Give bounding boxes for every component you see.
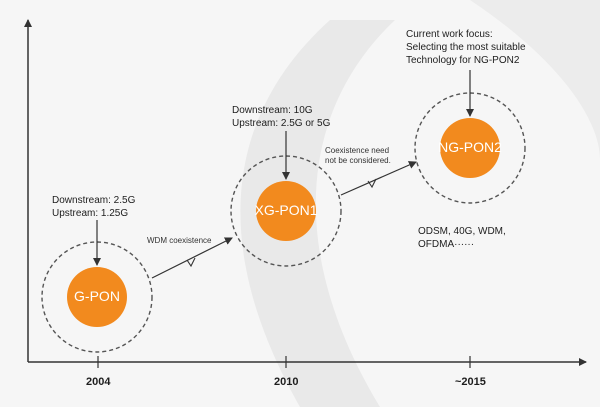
ngpon2-annotation-line: Current work focus: xyxy=(406,29,493,40)
gpon-annotation-line: Downstream: 2.5G xyxy=(52,195,136,206)
transition-label: WDM coexistence xyxy=(147,236,212,245)
ngpon2-node xyxy=(440,118,500,178)
transition-label: not be considered. xyxy=(325,156,391,165)
transition-label: Coexistence need xyxy=(325,146,390,155)
xgpon1-label: XG-PON1 xyxy=(254,202,318,218)
background-swoosh xyxy=(240,20,395,407)
ngpon2-annotation-line: Selecting the most suitable xyxy=(406,42,526,53)
xgpon1-annotation-line: Downstream: 10G xyxy=(232,105,313,116)
xgpon1-ring xyxy=(230,155,342,267)
background-swoosh xyxy=(470,0,600,160)
gpon-node xyxy=(67,267,127,327)
transition-arrow-gpon-xgpon1 xyxy=(151,237,233,279)
ngpon2-annotation-line: Technology for NG-PON2 xyxy=(406,55,520,66)
ngpon2-note-line: ODSM, 40G, WDM, xyxy=(418,226,506,237)
gpon-annotation-line: Upstream: 1.25G xyxy=(52,208,129,219)
transition-arrow-xgpon1-ngpon2 xyxy=(340,161,417,196)
x-axis-label-2015: ~2015 xyxy=(455,376,486,388)
x-axis-label-2004: 2004 xyxy=(86,376,111,388)
gpon-ring xyxy=(41,241,153,353)
x-axis-label-2010: 2010 xyxy=(274,376,299,388)
transition-midpoint-chevron xyxy=(186,257,196,268)
xgpon1-node xyxy=(256,181,316,241)
transition-midpoint-chevron xyxy=(367,178,377,189)
ngpon2-note-line: OFDMA······ xyxy=(418,239,475,250)
xgpon1-annotation-line: Upstream: 2.5G or 5G xyxy=(232,118,331,129)
ngpon2-ring xyxy=(414,92,526,204)
gpon-label: G-PON xyxy=(74,288,120,304)
ngpon2-label: NG-PON2 xyxy=(438,139,502,155)
